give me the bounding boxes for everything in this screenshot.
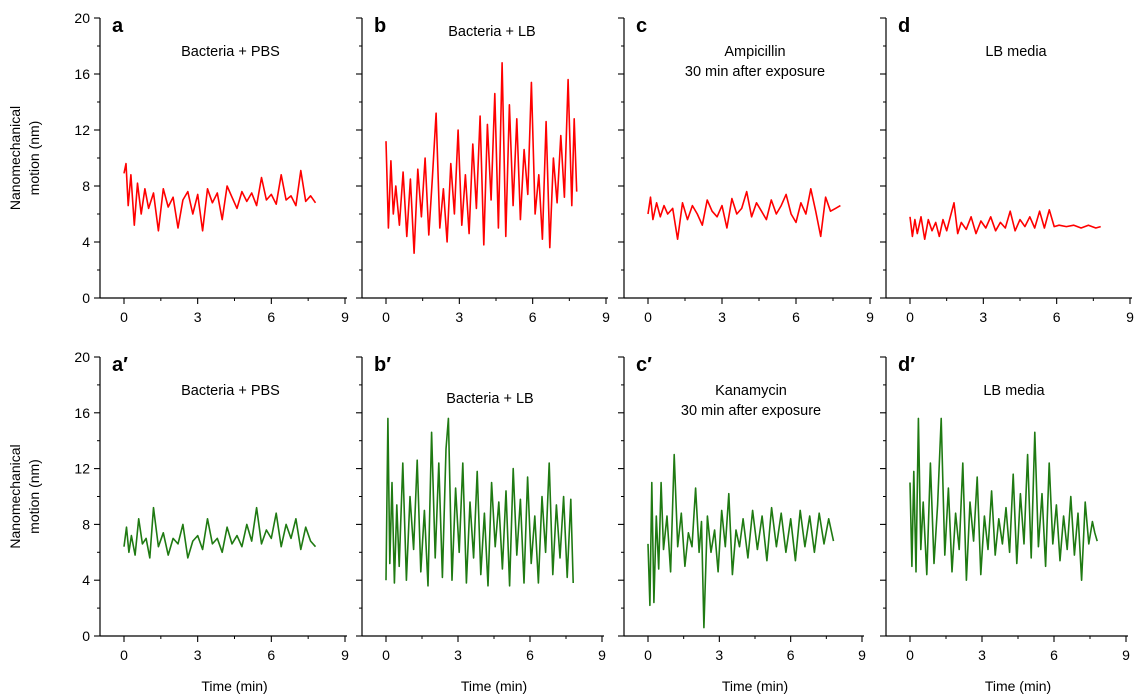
panel-title: LB media [985, 44, 1047, 60]
y-axis-label: Nanomechanical [7, 444, 23, 548]
panel-title: 30 min after exposure [681, 403, 821, 419]
panel-letter: d [898, 15, 910, 37]
x-tick-label: 6 [526, 647, 534, 663]
x-tick-label: 6 [787, 647, 795, 663]
panel-letter: b′ [374, 354, 391, 376]
panel-d2: 0 3 6 9 d′ LB media Time (min) [880, 354, 1130, 694]
x-tick-label: 9 [341, 309, 349, 325]
x-tick-label: 6 [1050, 647, 1058, 663]
x-tick-label: 0 [906, 647, 914, 663]
y-tick-label: 0 [82, 290, 90, 306]
panel-letter: a [112, 15, 124, 37]
panel-title: LB media [983, 383, 1045, 399]
y-tick-label: 20 [74, 349, 90, 365]
x-tick-label: 9 [602, 309, 610, 325]
series-line-a [123, 162, 317, 232]
series-line-d [909, 202, 1101, 240]
panel-a: 0 4 8 12 16 20 0 3 6 9 a Bacteria + PBS Nanomechanic… [7, 10, 349, 325]
panel-c2: 0 3 6 9 c′ Kanamycin 30 min after exposure Time… [618, 354, 866, 694]
series-line-a2 [123, 506, 317, 559]
x-tick-label: 9 [341, 647, 349, 663]
x-tick-label: 0 [644, 309, 652, 325]
x-tick-label: 0 [906, 309, 914, 325]
y-tick-label: 8 [82, 178, 90, 194]
x-tick-label: 6 [267, 647, 275, 663]
x-tick-label: 6 [1053, 309, 1061, 325]
y-axis-label: Nanomechanical [7, 106, 23, 210]
panel-title: Bacteria + LB [448, 24, 535, 40]
x-tick-label: 6 [267, 309, 275, 325]
x-tick-label: 0 [120, 309, 128, 325]
x-tick-label: 0 [644, 647, 652, 663]
panel-title: Ampicillin [724, 44, 785, 60]
series-line-b [385, 61, 578, 254]
x-axis-label: Time (min) [985, 678, 1051, 694]
x-tick-label: 0 [382, 309, 390, 325]
panel-title: Kanamycin [715, 383, 787, 399]
y-tick-label: 12 [74, 122, 90, 138]
x-tick-label: 0 [120, 647, 128, 663]
panel-letter: a′ [112, 354, 128, 376]
x-tick-label: 3 [979, 309, 987, 325]
y-tick-label: 16 [74, 405, 90, 421]
x-axis-label: Time (min) [201, 678, 267, 694]
x-tick-label: 6 [529, 309, 537, 325]
panel-letter: b [374, 15, 386, 37]
panel-letter: c′ [636, 354, 652, 376]
y-tick-label: 8 [82, 516, 90, 532]
panel-title: Bacteria + PBS [181, 383, 280, 399]
panel-title: Bacteria + PBS [181, 44, 280, 60]
panel-a2: 0 4 8 12 16 20 0 3 6 9 a′ Bacteria + PBS Nanomechani… [7, 349, 349, 694]
x-tick-label: 3 [978, 647, 986, 663]
y-tick-label: 0 [82, 628, 90, 644]
y-axis-label: motion (nm) [26, 121, 42, 196]
panel-title: Bacteria + LB [446, 391, 533, 407]
panel-b2: 0 3 6 9 b′ Bacteria + LB Time (min) [356, 354, 606, 694]
x-tick-label: 9 [1126, 309, 1134, 325]
series-line-c2 [647, 453, 835, 629]
y-tick-label: 12 [74, 461, 90, 477]
y-tick-label: 4 [82, 234, 90, 250]
y-tick-label: 20 [74, 10, 90, 26]
x-tick-label: 0 [382, 647, 390, 663]
x-tick-label: 3 [715, 647, 723, 663]
x-tick-label: 3 [718, 309, 726, 325]
panel-b: 0 3 6 9 b Bacteria + LB [356, 15, 610, 325]
series-line-c [647, 188, 841, 240]
x-axis-label: Time (min) [722, 678, 788, 694]
x-axis-label: Time (min) [461, 678, 527, 694]
panel-c: 0 3 6 9 c Ampicillin 30 min after exposure [618, 15, 874, 325]
x-tick-label: 3 [455, 309, 463, 325]
x-tick-label: 9 [858, 647, 866, 663]
panel-letter: d′ [898, 354, 915, 376]
panel-letter: c [636, 15, 647, 37]
x-tick-label: 3 [194, 309, 202, 325]
panel-title: 30 min after exposure [685, 64, 825, 80]
x-tick-label: 9 [598, 647, 606, 663]
x-tick-label: 9 [1122, 647, 1130, 663]
x-tick-label: 3 [454, 647, 462, 663]
x-tick-label: 9 [866, 309, 874, 325]
y-tick-label: 4 [82, 572, 90, 588]
x-tick-label: 6 [792, 309, 800, 325]
x-tick-label: 3 [194, 647, 202, 663]
series-line-b2 [385, 417, 574, 587]
panel-d: 0 3 6 9 d LB media [880, 15, 1134, 325]
y-tick-label: 16 [74, 66, 90, 82]
series-line-d2 [909, 417, 1098, 582]
y-axis-label: motion (nm) [26, 459, 42, 534]
